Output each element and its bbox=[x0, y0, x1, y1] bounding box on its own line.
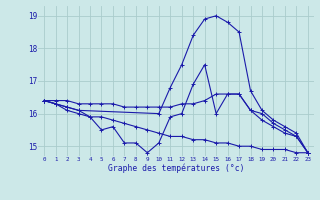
X-axis label: Graphe des températures (°c): Graphe des températures (°c) bbox=[108, 163, 244, 173]
